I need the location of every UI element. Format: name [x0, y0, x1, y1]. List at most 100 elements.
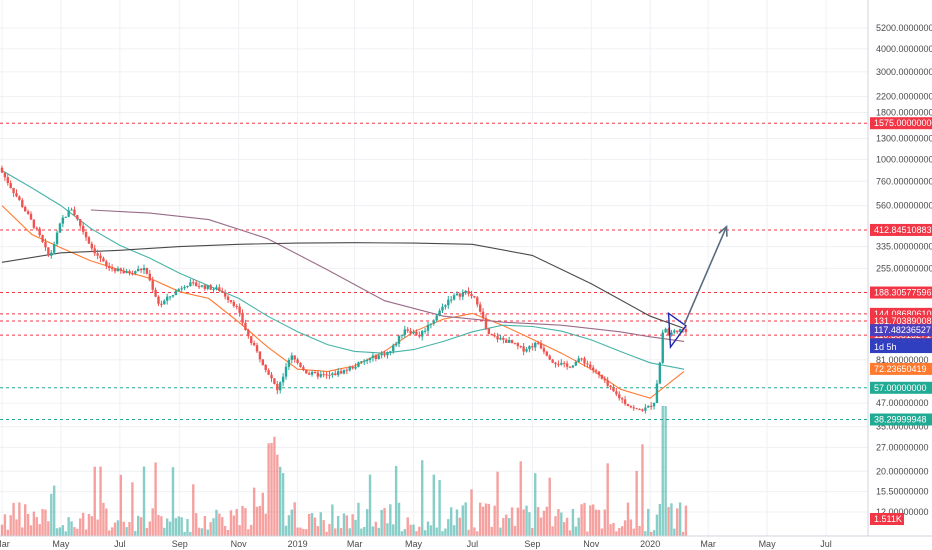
volume-bar [305, 529, 308, 536]
moving-average-line [90, 209, 685, 342]
volume-bar [9, 515, 12, 536]
candle-body [244, 322, 247, 331]
volume-bar [444, 528, 447, 536]
level-badge-label: 412.84510883 [874, 225, 932, 235]
candle-body [542, 348, 546, 352]
candle-body [531, 346, 534, 348]
candle-body [357, 362, 360, 367]
candle-body [55, 232, 59, 244]
volume-bar [206, 529, 209, 536]
candle-body [93, 248, 96, 254]
volume-bar [223, 525, 227, 536]
triangle-pattern[interactable] [667, 311, 687, 350]
volume-bar [319, 512, 322, 536]
candle-body [629, 406, 633, 408]
candle-body [90, 243, 94, 249]
price-badge-box [870, 324, 932, 337]
volume-bar [649, 531, 653, 536]
candle-body [429, 323, 433, 325]
volume-bar [644, 531, 647, 536]
volume-bar [76, 528, 79, 536]
volume-bar [563, 522, 566, 536]
price-tick-label: 760.00000000 [876, 176, 932, 186]
volume-bar [473, 527, 476, 536]
volume-bar [406, 517, 409, 536]
candle-body [368, 357, 372, 361]
candle-body [41, 235, 44, 242]
candle-body [641, 409, 644, 411]
time-tick-label: Jul [114, 539, 126, 549]
candle-body [336, 371, 340, 376]
time-axis[interactable]: Mar May Jul Sep Nov 2019 Mar May Jul Sep Nov 2020 Ma… [0, 539, 832, 549]
candle-body [58, 223, 62, 233]
candle-body [319, 374, 322, 377]
candle-body [12, 188, 15, 194]
time-tick-label: Nov [231, 539, 248, 549]
volume-bar [339, 527, 343, 536]
volume-bar [15, 519, 18, 536]
candle-body [438, 310, 441, 316]
price-scale-background[interactable] [868, 0, 932, 536]
level-badge-box [870, 117, 932, 130]
candle-body [70, 209, 73, 211]
volume-bar [441, 531, 444, 536]
candle-body [168, 296, 172, 298]
volume-bar [52, 485, 56, 536]
volume-bar [496, 471, 499, 536]
candle-body [241, 312, 244, 323]
volume-bar [209, 522, 212, 536]
volume-bar [458, 517, 462, 536]
candle-body [513, 343, 517, 345]
volume-bar [110, 527, 114, 536]
volume-bar [351, 514, 354, 536]
price-tick-label: 255.00000000 [876, 263, 932, 273]
candle-body [23, 206, 27, 212]
volume-bar [400, 531, 404, 536]
volume-bar [632, 528, 635, 536]
volume-bar [247, 529, 250, 536]
candle-body [15, 193, 18, 197]
volume-bar [464, 502, 467, 536]
candle-body [447, 299, 450, 306]
candle-body [626, 404, 630, 407]
volume-bar [661, 406, 664, 536]
time-scale-background[interactable] [0, 536, 932, 550]
price-badge-label: 72.23650419 [874, 364, 927, 374]
volume-bar [261, 492, 265, 536]
price-axis[interactable]: 5200.00000000 4000.00000000 3000.00000000 2… [876, 23, 932, 517]
candle-body [209, 285, 212, 290]
volume-bar [600, 528, 604, 536]
volume-bar [609, 524, 612, 536]
volume-bar [12, 502, 15, 536]
time-tick-label: Sep [524, 539, 540, 549]
candle-body [563, 362, 566, 364]
candle-body [583, 358, 586, 364]
candle-body [145, 267, 149, 274]
candle-body [589, 364, 592, 368]
price-tick-label: 35.00000000 [876, 422, 929, 432]
candle-body [478, 304, 482, 312]
candle-body [392, 345, 395, 352]
candle-body [87, 237, 91, 244]
volume-bar [134, 531, 137, 536]
candle-body [383, 353, 386, 356]
volume-bar [32, 511, 36, 536]
volume-bar [383, 508, 386, 536]
volume-bar [84, 529, 88, 536]
candle-body [638, 409, 641, 411]
volume-bar [3, 514, 7, 536]
candle-body [99, 255, 102, 259]
volume-bar [168, 521, 172, 536]
projection-arrow[interactable] [683, 226, 728, 326]
candle-body [534, 342, 537, 348]
candle-body [612, 387, 615, 392]
volume-bar [264, 513, 267, 536]
volume-bar [591, 504, 595, 536]
volume-bar [145, 527, 149, 536]
volume-bar [325, 531, 328, 536]
volume-bar [394, 465, 398, 536]
candle-body [183, 287, 186, 289]
time-tick-label: Mar [347, 539, 363, 549]
candle-body [110, 268, 114, 270]
